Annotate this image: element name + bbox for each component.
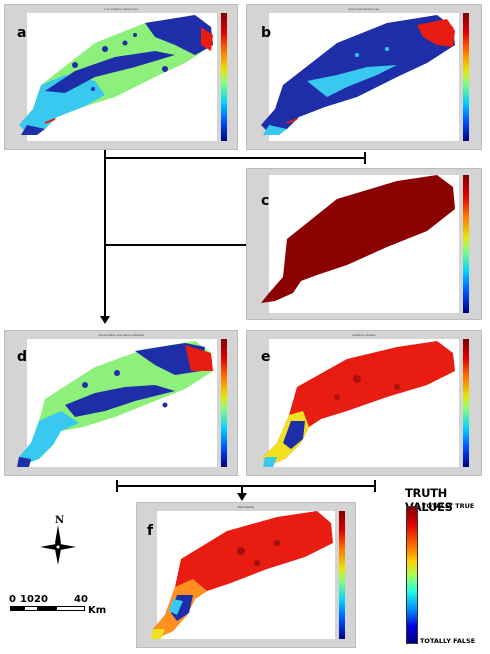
panel-label-b: b — [261, 25, 272, 41]
scale-label-0: 0 — [9, 594, 16, 605]
legend-colorbar — [406, 506, 418, 644]
scale-label-40: 40 — [74, 594, 88, 605]
panel-title: Good soil moisture cap — [348, 7, 380, 11]
map-plot-d — [17, 339, 227, 467]
arrowhead-to-f — [237, 493, 247, 501]
connector-vertical-left — [104, 150, 106, 318]
map-panel-e: Aquifer in stratum e — [246, 330, 482, 476]
panel-label-f: f — [147, 523, 154, 539]
panel-label-c: c — [261, 193, 270, 209]
panel-title: Low Organic matter level — [104, 7, 138, 11]
legend-bottom-label: TOTALLY FALSE — [420, 637, 476, 645]
map-plot-f — [151, 511, 345, 639]
map-plot-a — [19, 13, 227, 141]
legend-top-label: TOTALLY TRUE — [422, 502, 475, 510]
map-plot-e — [263, 339, 469, 467]
panel-label-e: e — [261, 349, 271, 365]
map-panel-a: Low Organic matter level a — [4, 4, 238, 150]
connector-top-tick — [364, 152, 366, 164]
scale-label-10: 10 — [20, 594, 34, 605]
map-panel-d: Conservative tools above inhibition d — [4, 330, 238, 476]
connector-bottom-horizontal — [116, 485, 376, 487]
connector-down-to-f — [241, 486, 243, 494]
connector-middle-horizontal — [104, 244, 246, 246]
scale-label-20: 20 — [34, 594, 48, 605]
arrowhead-to-d — [100, 316, 110, 324]
map-panel-c: c — [246, 168, 482, 320]
map-panel-f: Desertability f — [136, 502, 356, 648]
panel-label-a: a — [17, 25, 27, 41]
north-label: N — [55, 515, 64, 526]
panel-title: Conservative tools above inhibition — [97, 333, 145, 337]
map-plot-b — [261, 13, 469, 141]
map-plot-c — [261, 175, 469, 313]
panel-title: Aquifer in stratum — [352, 333, 376, 337]
north-arrow-icon: N — [38, 513, 78, 570]
scale-bar — [10, 606, 85, 611]
scale-unit: Km — [88, 605, 107, 616]
connector-bottom-left-tick — [116, 480, 118, 492]
map-panel-b: Good soil moisture cap b — [246, 4, 482, 150]
panel-label-d: d — [17, 349, 28, 365]
panel-title: Desertability — [237, 505, 255, 509]
connector-top-horizontal — [104, 157, 366, 159]
connector-bottom-right-tick — [374, 480, 376, 492]
